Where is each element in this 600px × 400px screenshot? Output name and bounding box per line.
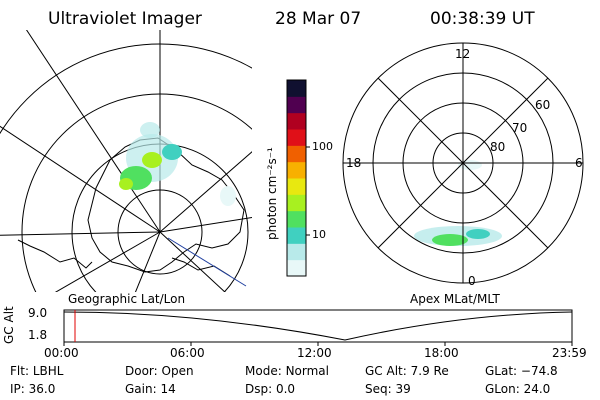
colorbar-tick-10: 10 <box>312 228 326 241</box>
mlt-label-6: 6 <box>575 156 583 170</box>
mlt-label-0: 0 <box>468 274 476 288</box>
timeline-x-tick: 23:59 <box>552 346 587 360</box>
colorbar-step <box>287 259 306 277</box>
instrument-title: Ultraviolet Imager <box>48 9 202 29</box>
colorbar-step <box>287 145 306 163</box>
status-glon: GLon: 24.0 <box>485 382 551 396</box>
colorbar-step <box>287 227 306 244</box>
right-panel-caption: Apex MLat/MLT <box>410 292 500 306</box>
timeline-y-tick-max: 9.0 <box>28 306 48 320</box>
aurora-emission-geo <box>119 122 236 206</box>
colorbar-step <box>287 129 306 146</box>
status-gain: Gain: 14 <box>125 382 176 396</box>
status-mode: Mode: Normal <box>245 364 329 378</box>
colorbar-step <box>287 80 306 97</box>
status-seq: Seq: 39 <box>365 382 411 396</box>
colorbar-step <box>287 210 306 228</box>
gc-altitude-curve <box>63 311 573 341</box>
aurora-emission-polar <box>414 160 502 246</box>
mlt-label-18: 18 <box>346 156 362 170</box>
colorbar <box>286 79 310 277</box>
status-door: Door: Open <box>125 364 194 378</box>
timeline-x-tick: 12:00 <box>297 346 332 360</box>
timeline-x-tick: 06:00 <box>170 346 205 360</box>
status-ip: IP: 36.0 <box>10 382 56 396</box>
status-filter: Flt: LBHL <box>10 364 64 378</box>
colorbar-step <box>287 243 306 261</box>
status-glat: GLat: −74.8 <box>485 364 558 378</box>
timeline-y-tick-min: 1.8 <box>28 328 48 342</box>
mlt-label-12: 12 <box>455 47 471 61</box>
mlat-label-80: 80 <box>490 140 506 154</box>
colorbar-step <box>287 96 306 114</box>
timeline-y-label: GC Alt <box>2 306 16 344</box>
colorbar-step <box>287 112 306 130</box>
timeline-x-tick: 00:00 <box>44 346 79 360</box>
mlat-label-70: 70 <box>512 121 528 135</box>
colorbar-step <box>287 178 306 195</box>
timeline-x-tick: 18:00 <box>424 346 459 360</box>
polar-mlat-mlt-plot <box>342 42 584 284</box>
status-gc-alt: GC Alt: 7.9 Re <box>365 364 449 378</box>
geographic-map <box>0 30 252 292</box>
left-panel-caption: Geographic Lat/Lon <box>68 292 186 306</box>
colorbar-unit-label: photon cm⁻²s⁻¹ <box>265 147 279 240</box>
mlat-label-60: 60 <box>535 98 551 112</box>
colorbar-tick-100: 100 <box>312 140 333 153</box>
observation-time: 00:38:39 UT <box>430 9 535 29</box>
gc-altitude-timeline <box>63 309 573 346</box>
observation-date: 28 Mar 07 <box>275 9 362 29</box>
colorbar-step <box>287 161 306 179</box>
colorbar-step <box>287 194 306 212</box>
status-dsp: Dsp: 0.0 <box>245 382 296 396</box>
